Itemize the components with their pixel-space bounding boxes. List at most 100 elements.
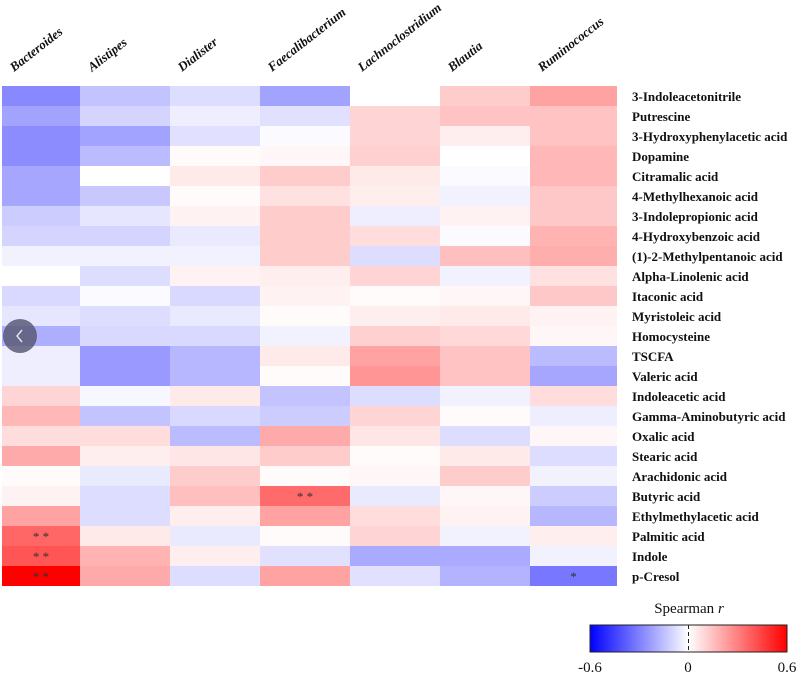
row-label: TSCFA [632, 349, 674, 364]
heatmap-cells [2, 86, 617, 586]
row-label: Indole [632, 549, 668, 564]
heatmap-cell [260, 446, 350, 466]
heatmap-cell [350, 246, 440, 266]
heatmap-cell [2, 106, 80, 126]
column-label: Dialister [174, 34, 221, 75]
heatmap-cell [530, 166, 617, 186]
heatmap-cell [530, 186, 617, 206]
heatmap-cell [440, 566, 530, 586]
heatmap-cell [170, 546, 260, 566]
row-label: Dopamine [632, 149, 689, 164]
heatmap-cell [440, 306, 530, 326]
heatmap-cell [80, 506, 170, 526]
row-label: Arachidonic acid [632, 469, 728, 484]
heatmap-cell [170, 466, 260, 486]
heatmap-cell [170, 326, 260, 346]
heatmap-cell [170, 226, 260, 246]
heatmap-cell [2, 246, 80, 266]
heatmap-cell [260, 546, 350, 566]
heatmap-cell [440, 546, 530, 566]
row-labels: 3-Indoleacetonitrile Putrescine 3-Hydroxyp… [632, 89, 788, 584]
heatmap-cell [260, 306, 350, 326]
heatmap-cell [440, 466, 530, 486]
heatmap-cell [80, 366, 170, 386]
heatmap-cell [260, 86, 350, 106]
heatmap-cell [530, 226, 617, 246]
heatmap-cell [170, 106, 260, 126]
heatmap-cell [350, 226, 440, 246]
heatmap-cell [350, 86, 440, 106]
heatmap-cell [350, 426, 440, 446]
row-label: 4-Methylhexanoic acid [632, 189, 759, 204]
heatmap-cell [80, 186, 170, 206]
heatmap-cell [260, 506, 350, 526]
heatmap-cell [80, 166, 170, 186]
heatmap-cell [440, 326, 530, 346]
heatmap-cell [440, 426, 530, 446]
heatmap-cell [350, 266, 440, 286]
column-label: Faecalibacterium [264, 4, 349, 75]
column-labels: Bacteroides Alistipes Dialister Faecalibact… [6, 0, 607, 75]
heatmap-cell [80, 406, 170, 426]
heatmap-cell [350, 286, 440, 306]
heatmap-cell [440, 106, 530, 126]
previous-button[interactable] [3, 319, 37, 353]
heatmap-cell [2, 566, 80, 586]
column-label: Alistipes [84, 35, 130, 75]
heatmap-cell [530, 506, 617, 526]
heatmap-cell [350, 566, 440, 586]
heatmap-cell [170, 366, 260, 386]
heatmap-cell [530, 546, 617, 566]
heatmap-cell [440, 126, 530, 146]
heatmap-cell [80, 426, 170, 446]
heatmap-cell [80, 486, 170, 506]
heatmap-cell [530, 386, 617, 406]
row-label: Stearic acid [632, 449, 698, 464]
heatmap-cell [350, 106, 440, 126]
heatmap-cell [2, 166, 80, 186]
heatmap-cell [530, 446, 617, 466]
heatmap-cell [80, 546, 170, 566]
heatmap-cell [350, 466, 440, 486]
heatmap-cell [260, 206, 350, 226]
heatmap-cell [2, 366, 80, 386]
heatmap-cell [80, 326, 170, 346]
heatmap-cell [530, 286, 617, 306]
heatmap-cell [80, 466, 170, 486]
row-label: Butyric acid [632, 489, 701, 504]
heatmap-cell [170, 406, 260, 426]
heatmap-cell [260, 286, 350, 306]
heatmap-cell [260, 186, 350, 206]
heatmap-cell [350, 146, 440, 166]
significance-mark: * * [33, 569, 49, 584]
heatmap-cell [260, 406, 350, 426]
heatmap-cell [530, 426, 617, 446]
heatmap-cell [170, 306, 260, 326]
heatmap-cell [440, 366, 530, 386]
row-label: Gamma-Aminobutyric acid [632, 409, 786, 424]
heatmap-cell [80, 526, 170, 546]
heatmap-cell [170, 86, 260, 106]
row-label: Citramalic acid [632, 169, 719, 184]
heatmap-cell [350, 406, 440, 426]
heatmap-cell [170, 146, 260, 166]
heatmap-cell [260, 126, 350, 146]
heatmap-cell [170, 446, 260, 466]
heatmap-cell [170, 206, 260, 226]
row-label: 3-Indoleacetonitrile [632, 89, 741, 104]
heatmap-cell [530, 146, 617, 166]
heatmap-cell [170, 346, 260, 366]
heatmap-cell [2, 126, 80, 146]
heatmap-cell [2, 426, 80, 446]
heatmap-cell [170, 506, 260, 526]
row-label: Alpha-Linolenic acid [632, 269, 749, 284]
heatmap-cell [440, 386, 530, 406]
heatmap-cell [350, 126, 440, 146]
heatmap-cell [440, 406, 530, 426]
row-label: Myristoleic acid [632, 309, 722, 324]
column-label: Lachnoclostridium [354, 0, 444, 75]
heatmap-cell [350, 526, 440, 546]
heatmap-cell [80, 246, 170, 266]
heatmap-cell [260, 466, 350, 486]
